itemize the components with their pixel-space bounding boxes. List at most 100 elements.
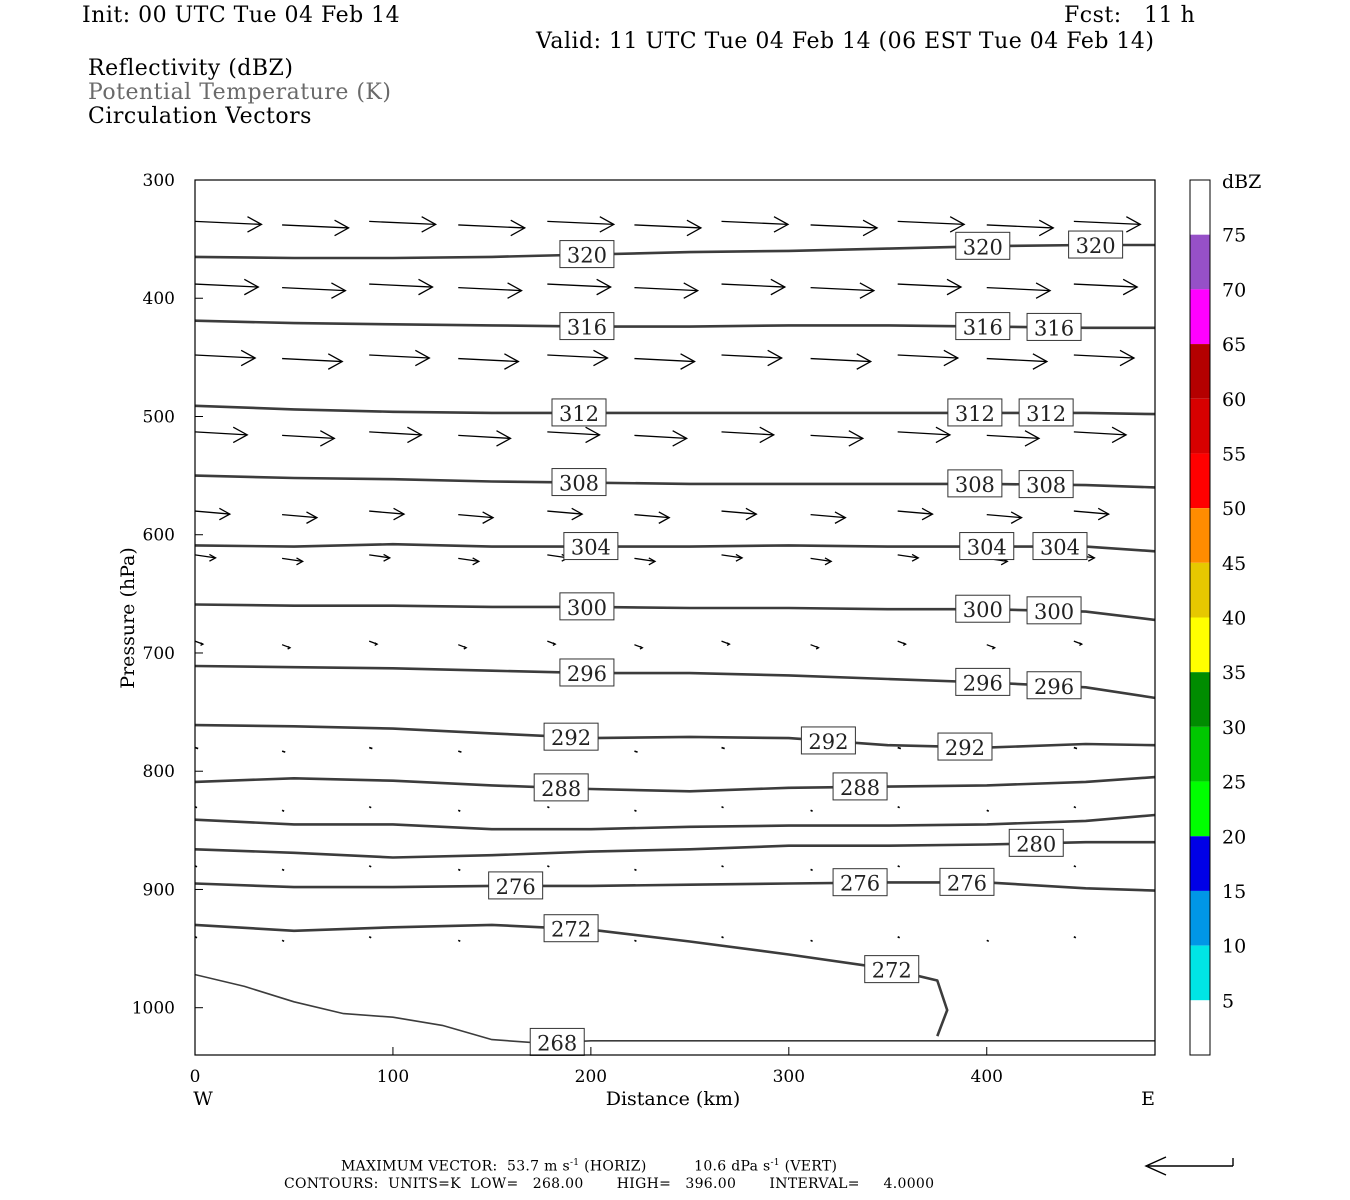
vector-2-1 <box>282 353 344 370</box>
contour-284 <box>195 813 1155 831</box>
contour-296 <box>195 664 1155 700</box>
contour-label-296-0: 296 <box>567 662 607 686</box>
vector-9-1 <box>281 868 285 872</box>
vector-1-2 <box>369 278 434 296</box>
colorbar-tick-5: 5 <box>1222 990 1234 1012</box>
vector-4-8 <box>897 507 934 521</box>
vector-0-2 <box>369 216 438 233</box>
vector-3-2 <box>369 426 423 444</box>
contour-label-box-280-0 <box>1008 828 1064 857</box>
contour-label-box-300-1 <box>955 594 1011 623</box>
vector-8-5 <box>634 809 637 812</box>
contour-label-276-0: 276 <box>496 875 536 899</box>
vector-3-0 <box>195 426 249 444</box>
vector-1-1 <box>282 282 347 299</box>
colorbar-swatch-14 <box>1190 234 1210 290</box>
contour-label-320-0: 320 <box>567 244 607 268</box>
contour-label-box-304-0 <box>563 532 619 561</box>
colorbar-tick-30: 30 <box>1222 717 1246 739</box>
vector-10-9 <box>986 939 990 943</box>
vector-2-5 <box>634 353 696 370</box>
contour-label-280-0: 280 <box>1016 832 1056 856</box>
plot-frame <box>194 179 1156 1056</box>
colorbar-swatch-15 <box>1190 180 1210 235</box>
vector-8-10 <box>1073 805 1077 809</box>
contour-label-272-0: 272 <box>551 918 591 942</box>
contour-label-box-308-2 <box>1018 470 1074 499</box>
vector-6-0 <box>195 640 205 647</box>
vector-10-6 <box>721 936 724 939</box>
vector-0-4 <box>547 216 616 233</box>
colorbar-tick-50: 50 <box>1222 498 1246 520</box>
contour-label-box-296-0 <box>559 658 615 687</box>
contour-label-box-312-2 <box>1018 398 1074 427</box>
vector-7-6 <box>721 746 725 750</box>
contour-label-box-292-2 <box>937 732 993 761</box>
contour-288 <box>195 775 1155 793</box>
forecast-hour: Fcst: 11 h <box>1064 3 1196 28</box>
vector-4-0 <box>195 507 232 521</box>
y-tick-label-400: 400 <box>143 289 175 309</box>
vector-9-7 <box>810 868 813 872</box>
contour-272 <box>195 923 949 1037</box>
contour-label-box-316-0 <box>559 312 615 341</box>
contour-304 <box>195 542 1155 553</box>
vector-9-3 <box>457 868 461 872</box>
horiz-max-value: 53.7 m s <box>507 1158 570 1175</box>
contour-label-layer: 320 320 320 316 316 316 312 312 312 308 308 308 304 3… <box>488 230 1124 1056</box>
vector-4-6 <box>721 507 758 521</box>
contour-label-296-2: 296 <box>1034 675 1074 699</box>
colorbar-tick-15: 15 <box>1222 881 1246 903</box>
x-tick-label-0: 0 <box>190 1067 201 1087</box>
vector-7-8 <box>897 746 902 750</box>
contour-label-312-0: 312 <box>559 402 599 426</box>
contour-label-box-288-0 <box>533 773 589 802</box>
y-tick-label-600: 600 <box>143 526 175 546</box>
colorbar-swatch-3 <box>1190 836 1210 891</box>
vector-9-5 <box>634 868 637 872</box>
vector-10-5 <box>634 939 637 943</box>
vector-10-1 <box>281 939 285 943</box>
max-vector-label: MAXIMUM VECTOR: <box>341 1158 498 1175</box>
vector-6-4 <box>547 640 557 647</box>
contour-label-316-1: 316 <box>963 316 1003 340</box>
vector-2-4 <box>547 349 609 367</box>
init-time: Init: 00 UTC Tue 04 Feb 14 <box>82 3 401 28</box>
contour-label-276-2: 276 <box>947 871 987 895</box>
vector-1-5 <box>634 282 700 299</box>
vector-2-7 <box>810 353 873 370</box>
vector-9-8 <box>897 865 901 868</box>
contour-label-box-292-0 <box>543 722 599 751</box>
vector-2-0 <box>195 349 257 367</box>
contour-320 <box>195 243 1155 260</box>
vector-3-10 <box>1073 426 1128 444</box>
vector-1-8 <box>897 278 963 296</box>
y-tick-label-300: 300 <box>143 171 175 191</box>
contour-316 <box>195 319 1155 330</box>
horiz-unit: (HORIZ) <box>584 1158 647 1175</box>
y-tick-label-500: 500 <box>143 407 175 427</box>
contour-label-288-0: 288 <box>541 777 581 801</box>
contour-label-box-268-0 <box>529 1027 585 1056</box>
contour-label-box-296-1 <box>955 667 1011 696</box>
vert-exponent: -1 <box>770 1158 780 1168</box>
contour-label-320-1: 320 <box>963 235 1003 259</box>
vector-3-7 <box>810 430 865 447</box>
contour-label-312-1: 312 <box>955 402 995 426</box>
colorbar-tick-45: 45 <box>1222 553 1246 575</box>
contour-label-box-276-0 <box>488 871 544 900</box>
vector-1-6 <box>721 278 787 296</box>
contour-label-box-320-2 <box>1068 230 1124 259</box>
vector-0-6 <box>721 216 790 233</box>
contour-label-268-0: 268 <box>537 1031 577 1055</box>
contour-label-box-316-1 <box>955 312 1011 341</box>
contour-label-box-304-1 <box>959 532 1015 561</box>
contour-label-308-0: 308 <box>559 472 599 496</box>
valid-time: Valid: 11 UTC Tue 04 Feb 14 (06 EST Tue … <box>536 29 1155 54</box>
vector-6-6 <box>721 640 731 647</box>
contour-label-box-276-1 <box>832 868 888 897</box>
colorbar-swatch-9 <box>1190 508 1210 563</box>
colorbar-swatch-10 <box>1190 453 1210 509</box>
contour-312 <box>195 404 1155 416</box>
